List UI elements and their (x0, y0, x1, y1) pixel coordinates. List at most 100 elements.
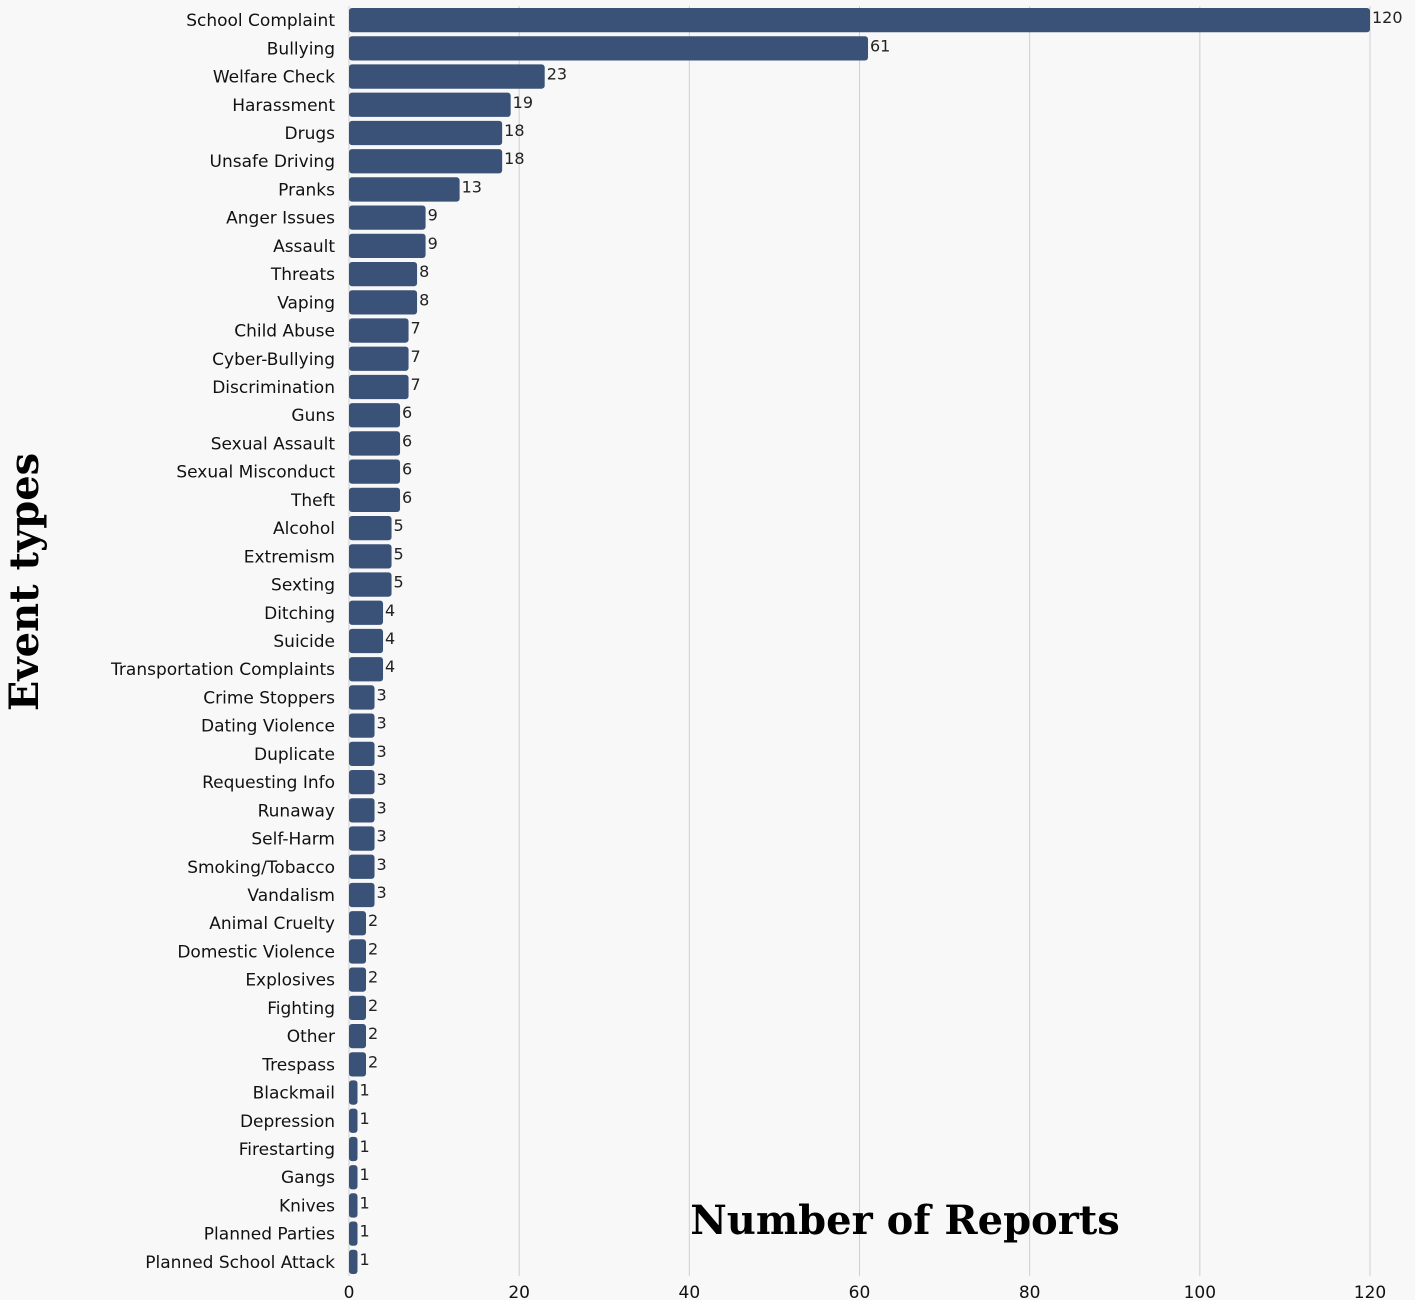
value-label: 13 (462, 177, 482, 196)
bar (349, 205, 426, 230)
bar (349, 600, 384, 625)
category-label: Sexual Assault (211, 434, 336, 454)
value-label: 18 (504, 149, 524, 168)
value-label: 6 (402, 403, 412, 422)
category-label: Animal Cruelty (209, 914, 335, 934)
bar (349, 995, 367, 1021)
bar (349, 431, 401, 456)
value-label: 7 (411, 375, 421, 394)
category-label: Welfare Check (213, 68, 335, 88)
value-label: 120 (1372, 8, 1403, 27)
bar (349, 1221, 358, 1246)
bar (349, 120, 503, 146)
value-label: 4 (385, 601, 395, 620)
category-label: Sexting (271, 576, 335, 596)
value-label: 1 (360, 1222, 370, 1241)
category-label: Self-Harm (251, 830, 335, 850)
value-label: 3 (377, 827, 387, 846)
value-label: 5 (394, 544, 404, 563)
bar (349, 487, 401, 513)
value-label: 9 (428, 206, 438, 225)
bar (349, 290, 418, 315)
category-label: Bullying (267, 39, 335, 59)
value-label: 1 (360, 1250, 370, 1269)
bar (349, 854, 375, 879)
value-label: 2 (368, 1052, 378, 1071)
category-label: Discrimination (212, 378, 335, 398)
category-labels: School Complaint Bullying Welfare Check Har… (110, 11, 335, 1273)
value-label: 2 (368, 968, 378, 987)
category-label: Guns (291, 406, 335, 426)
bar (349, 403, 401, 428)
value-label: 9 (428, 234, 438, 253)
bar (349, 1193, 358, 1218)
category-label: Fighting (267, 999, 335, 1019)
x-tick-label: 100 (1184, 1283, 1216, 1300)
category-label: Pranks (278, 180, 335, 200)
value-label: 2 (368, 1024, 378, 1043)
bar (349, 261, 418, 287)
x-tick-label: 60 (849, 1283, 871, 1300)
category-label: Trespass (261, 1055, 335, 1075)
category-label: Smoking/Tobacco (187, 858, 335, 878)
category-label: Child Abuse (234, 322, 335, 342)
x-tick-label: 20 (508, 1283, 530, 1300)
value-label: 8 (419, 290, 429, 309)
bar (349, 1136, 358, 1162)
bar (349, 544, 392, 569)
bar (349, 1080, 358, 1105)
bar (349, 798, 375, 823)
category-label: Alcohol (273, 519, 335, 539)
bar (349, 657, 384, 682)
value-label: 3 (377, 742, 387, 761)
category-label: Anger Issues (226, 209, 335, 229)
value-label: 3 (377, 714, 387, 733)
category-label: Dating Violence (201, 717, 335, 737)
bar (349, 515, 392, 541)
bar (349, 36, 869, 61)
value-label: 1 (360, 1193, 370, 1212)
value-label: 2 (368, 911, 378, 930)
value-label: 5 (394, 573, 404, 592)
x-tick-label: 120 (1354, 1283, 1386, 1300)
bar (349, 967, 367, 992)
category-label: Suicide (273, 632, 335, 652)
bar (349, 92, 511, 117)
bar (349, 769, 375, 795)
value-label: 6 (402, 460, 412, 479)
category-label: Gangs (281, 1168, 335, 1188)
bar (349, 685, 375, 710)
x-tick-labels: 0 20 40 60 80 100 120 (344, 1283, 1387, 1300)
bar (349, 911, 367, 936)
bar (349, 177, 460, 202)
category-label: Knives (279, 1196, 335, 1216)
bar (349, 318, 409, 343)
category-label: Explosives (245, 971, 335, 991)
bar (349, 1108, 358, 1133)
category-label: Theft (290, 491, 335, 511)
category-label: Vandalism (247, 886, 335, 906)
value-label: 3 (377, 798, 387, 817)
value-label: 3 (377, 883, 387, 902)
category-label: Domestic Violence (177, 942, 335, 962)
category-label: Unsafe Driving (210, 152, 336, 172)
category-label: Depression (240, 1112, 335, 1132)
value-label: 2 (368, 996, 378, 1015)
bar (349, 7, 1370, 33)
grid-lines (348, 6, 1371, 1276)
value-label: 7 (411, 347, 421, 366)
value-label: 1 (360, 1165, 370, 1184)
category-label: Firestarting (239, 1140, 335, 1160)
bar (349, 149, 503, 174)
value-label: 4 (385, 657, 395, 676)
value-label: 6 (402, 431, 412, 450)
bar (349, 64, 545, 89)
category-label: Planned School Attack (145, 1253, 335, 1273)
category-label: Extremism (244, 547, 335, 567)
value-label: 23 (547, 65, 567, 84)
bar (349, 374, 409, 400)
category-label: Vaping (277, 293, 335, 313)
value-label: 3 (377, 770, 387, 789)
bar (349, 939, 367, 964)
